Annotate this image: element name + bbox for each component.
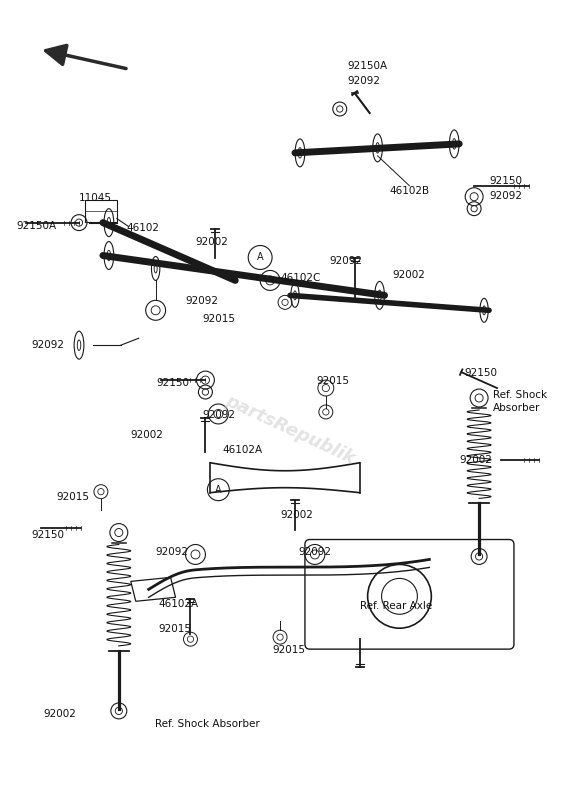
Text: 92002: 92002 [392,270,425,281]
Text: 92092: 92092 [186,296,218,306]
Text: 92015: 92015 [316,376,349,386]
Text: 92002: 92002 [459,455,492,465]
Text: A: A [215,485,222,494]
Text: A: A [257,253,263,262]
Text: Ref. Shock Absorber: Ref. Shock Absorber [155,719,259,729]
Text: 92150: 92150 [489,176,522,186]
Text: 92015: 92015 [272,645,305,655]
Text: 92015: 92015 [159,624,192,634]
Text: 92002: 92002 [131,430,164,440]
Text: 92150: 92150 [157,378,190,388]
Text: 92150A: 92150A [16,221,57,230]
Text: 92092: 92092 [32,340,64,350]
Text: Absorber: Absorber [493,403,540,413]
Text: 92015: 92015 [203,314,235,324]
Text: 11045: 11045 [79,193,112,202]
Text: 92092: 92092 [156,547,189,558]
Text: 92092: 92092 [489,190,522,201]
Text: 92150: 92150 [32,530,64,539]
Text: 46102: 46102 [127,222,160,233]
Text: 46102C: 46102C [280,274,321,283]
Text: 92150: 92150 [464,368,497,378]
Text: 92092: 92092 [330,255,363,266]
Text: 92150A: 92150A [347,61,388,71]
Text: partsRepublik: partsRepublik [222,392,358,468]
Text: Ref. Shock: Ref. Shock [493,390,547,400]
Text: 92092: 92092 [347,76,381,86]
Text: 92002: 92002 [196,237,228,246]
Text: 92092: 92092 [203,410,235,420]
Text: Ref. Rear Axle: Ref. Rear Axle [360,602,432,611]
Text: 46102A: 46102A [223,445,262,455]
Text: 92002: 92002 [43,709,76,719]
Text: 92092: 92092 [298,547,331,558]
Text: 92015: 92015 [56,492,89,502]
Text: 92002: 92002 [280,510,313,520]
Text: 46102B: 46102B [390,186,430,196]
Text: 46102A: 46102A [159,599,199,610]
